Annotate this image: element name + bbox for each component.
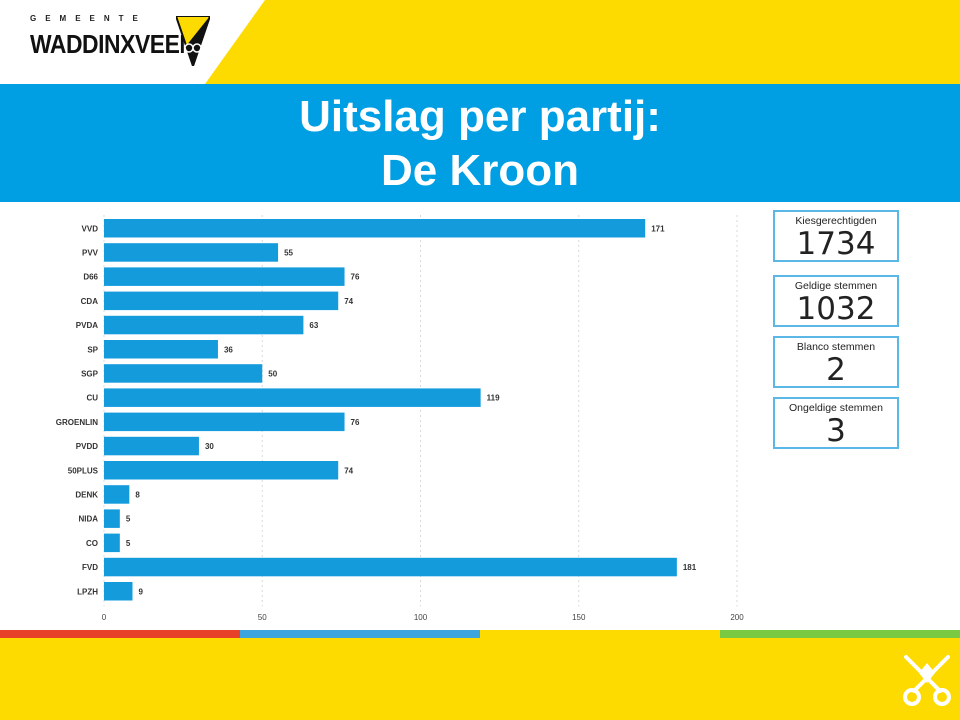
stripe-blue [240,630,480,638]
footer-background [0,638,960,720]
category-label-14: FVD [82,563,98,572]
bar-7 [104,388,481,407]
stat-label: Geldige stemmen [794,280,878,292]
x-tick-label-1: 50 [258,613,267,622]
stat-label: Blanco stemmen [796,341,876,353]
bar-0 [104,219,646,238]
data-label-9: 30 [205,442,214,451]
bar-13 [104,533,120,553]
bar-9 [104,436,199,456]
x-tick-label-4: 200 [730,613,744,622]
category-label-7: CU [86,394,98,403]
bar-15 [104,582,133,601]
category-label-13: CO [86,539,98,548]
bar-1 [104,243,279,262]
stripe-red [0,630,240,638]
keys-shield-icon [176,16,210,66]
stat-label: Ongeldige stemmen [789,402,883,414]
bar-11 [104,485,130,504]
stripe-yellow [480,630,720,638]
bar-5 [104,340,218,359]
stat-box-2: Blanco stemmen 2 [773,336,899,388]
stat-value: 1734 [796,226,876,262]
data-label-15: 9 [138,587,143,596]
title-line-1: Uitslag per partij: [299,92,661,141]
crossed-keys-icon [903,655,951,706]
bar-14 [104,557,677,577]
title-band [0,84,960,202]
stat-value: 2 [826,352,846,388]
stat-value: 3 [826,413,846,449]
data-label-4: 63 [309,321,318,330]
data-label-2: 76 [351,273,360,282]
bar-12 [104,509,120,528]
stat-box-3: Ongeldige stemmen 3 [773,397,899,449]
bar-10 [104,461,339,480]
x-tick-label-3: 150 [572,613,586,622]
stripe-green [720,630,960,638]
color-stripe [0,630,960,638]
stat-box-0: Kiesgerechtigden 1734 [773,210,899,262]
category-label-9: PVDD [76,442,98,451]
title-line-2: De Kroon [381,146,579,195]
stat-box-1: Geldige stemmen 1032 [773,275,899,327]
category-label-12: NIDA [78,515,98,524]
category-label-2: D66 [83,273,98,282]
x-tick-label-0: 0 [102,613,107,622]
bar-3 [104,291,339,311]
data-label-8: 76 [351,418,360,427]
stat-label: Kiesgerechtigden [795,215,877,227]
category-label-5: SP [87,345,98,354]
x-tick-label-2: 100 [414,613,428,622]
category-label-10: 50PLUS [68,466,99,475]
category-label-4: PVDA [76,321,98,330]
category-label-3: CDA [81,297,99,306]
logo-small-text: GEMEENTE [30,14,147,23]
data-label-11: 8 [135,490,140,499]
bar-4 [104,315,304,335]
bar-6 [104,364,263,383]
slide-title: Uitslag per partij: De Kroon [0,90,960,198]
data-label-7: 119 [487,394,500,403]
stat-value: 1032 [796,291,876,327]
data-label-6: 50 [268,369,277,378]
data-label-0: 171 [651,224,665,233]
category-label-1: PVV [82,248,99,257]
data-label-3: 74 [344,297,353,306]
category-label-15: LPZH [77,587,98,596]
bar-8 [104,412,345,432]
data-label-1: 55 [284,248,293,257]
data-label-5: 36 [224,345,233,354]
category-label-8: GROENLIN [56,418,98,427]
data-label-13: 5 [126,539,131,548]
data-label-14: 181 [683,563,697,572]
data-label-12: 5 [126,515,131,524]
data-label-10: 74 [344,466,353,475]
category-label-11: DENK [75,490,98,499]
category-label-6: SGP [81,369,99,378]
municipality-logo: GEMEENTE WADDINXVEEN [30,14,218,60]
bar-2 [104,267,345,286]
category-label-0: VVD [82,224,99,233]
logo-big-text: WADDINXVEEN [30,29,196,59]
